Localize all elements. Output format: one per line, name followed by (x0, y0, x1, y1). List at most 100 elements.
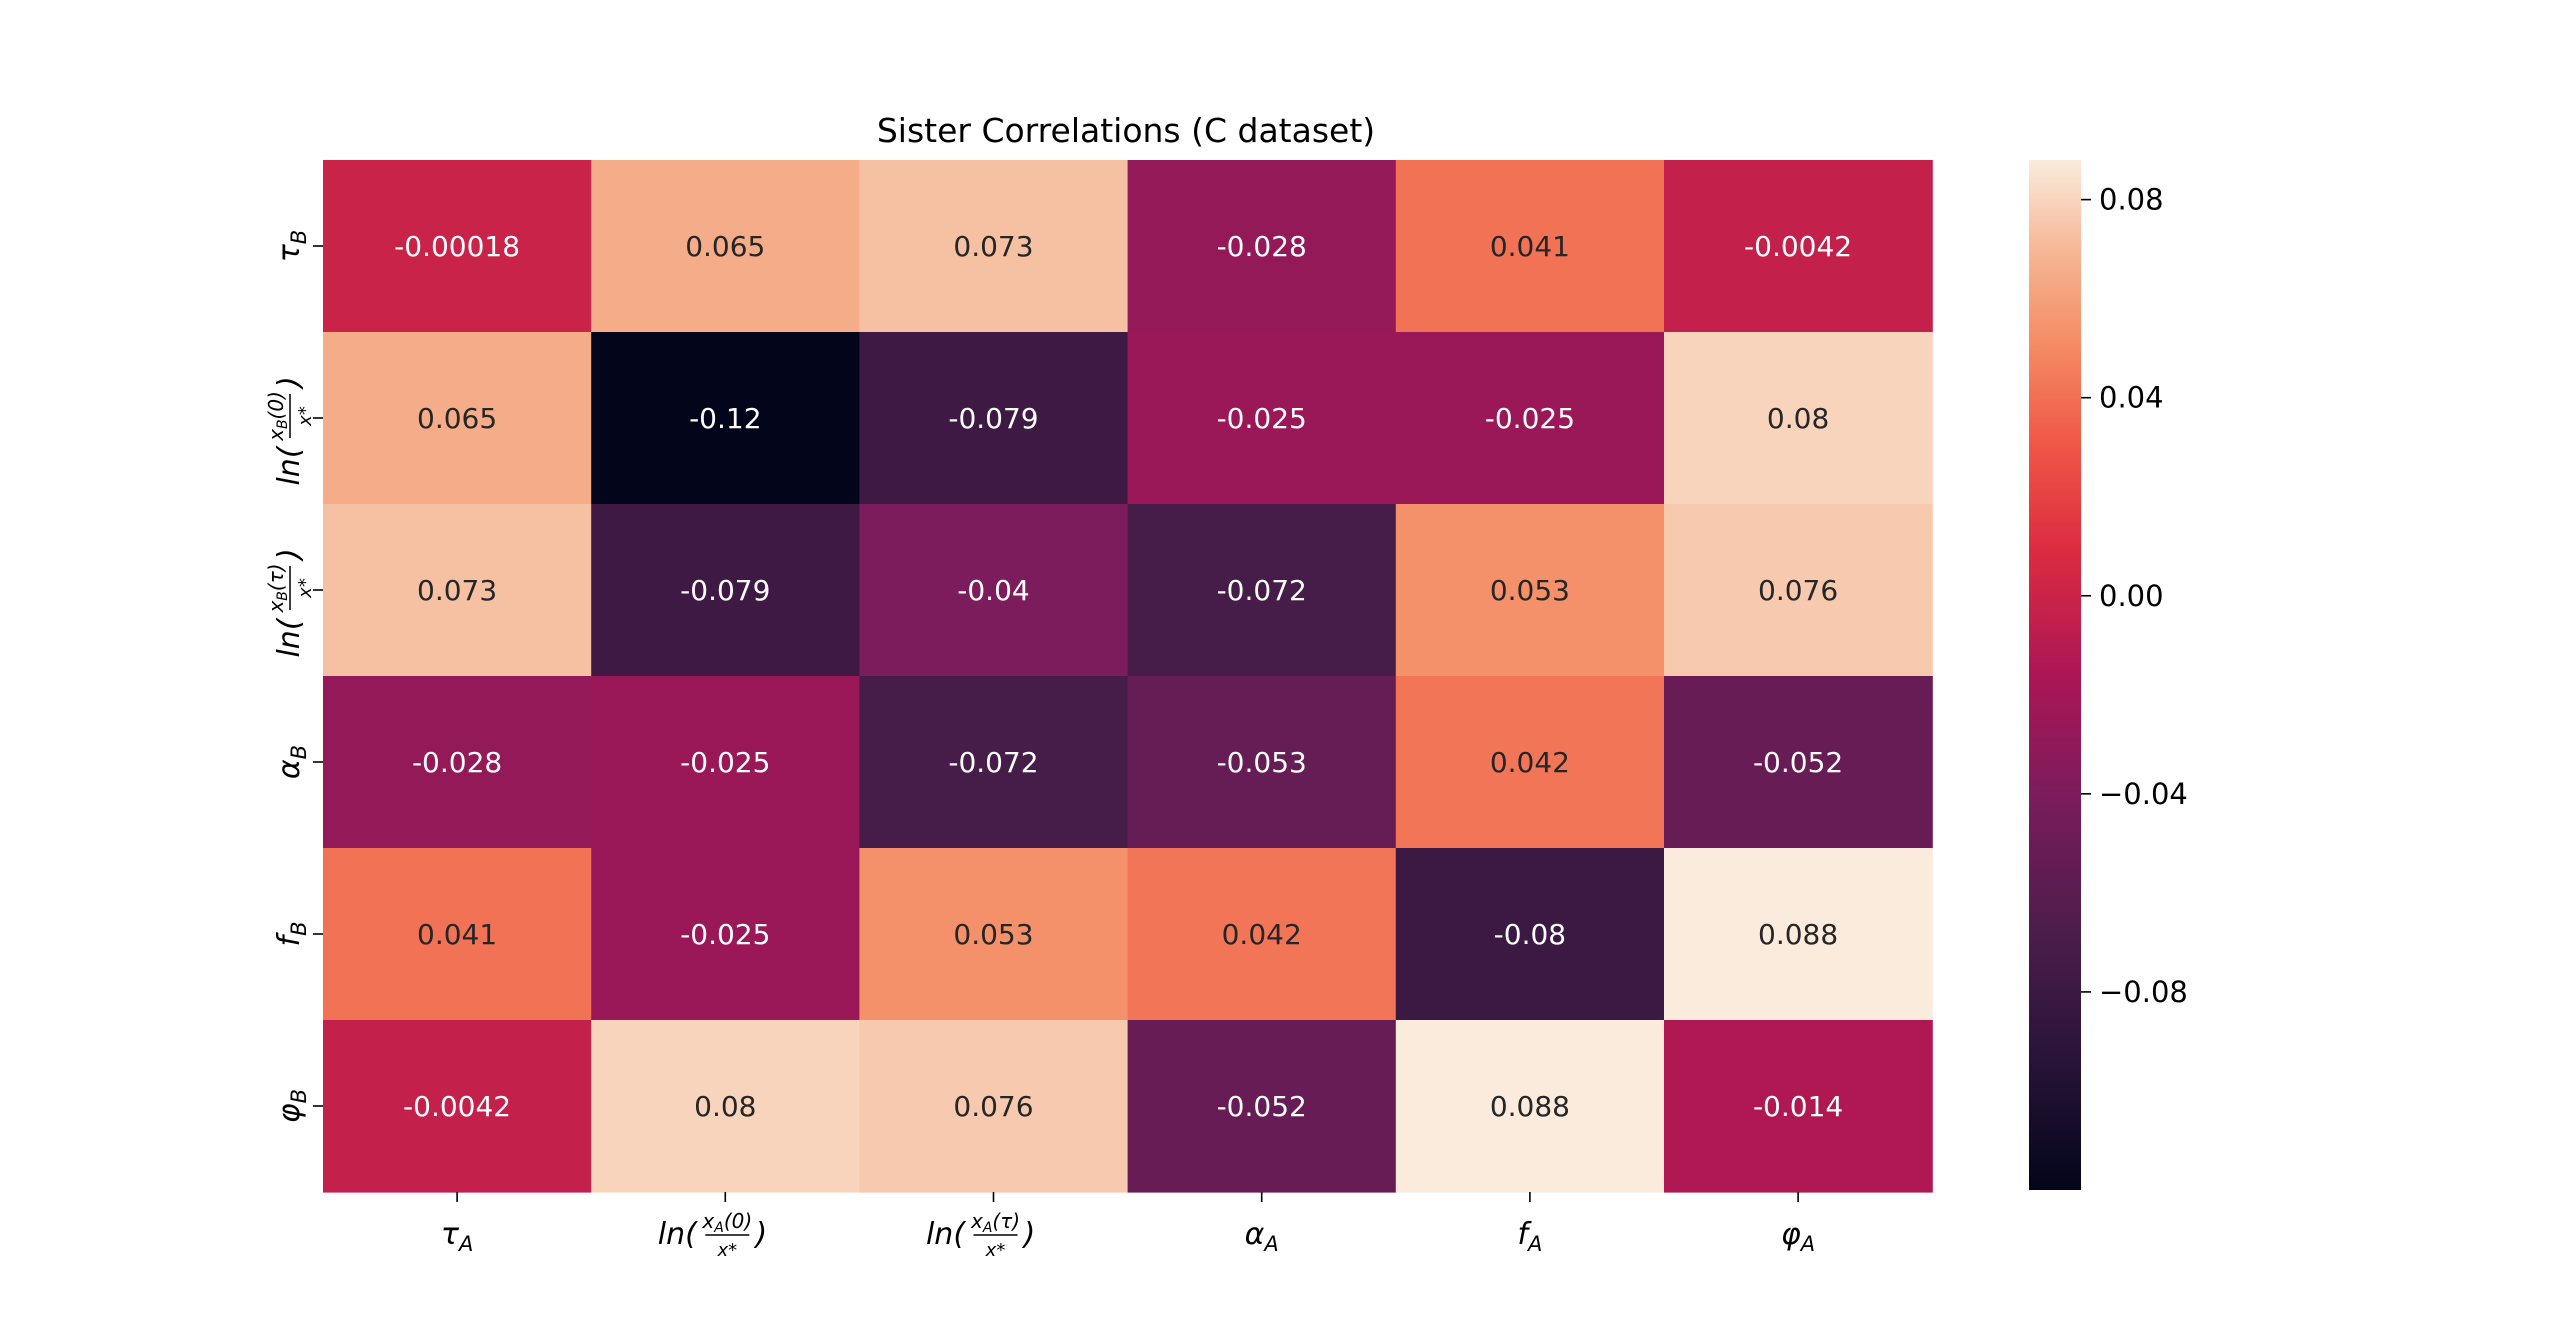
heatmap-cell (859, 504, 1129, 677)
svg-text:xA(τ): xA(τ) (970, 1209, 1020, 1236)
svg-text:x*: x* (985, 1240, 1006, 1261)
heatmap-cell (323, 160, 592, 333)
heatmap-cell (859, 1020, 1129, 1193)
cell-value-label: 0.076 (1758, 574, 1838, 607)
svg-text:ln(: ln( (272, 445, 307, 485)
y-tick-label: αB (272, 745, 311, 779)
svg-text:x*: x* (295, 406, 316, 427)
heatmap-cell (1395, 1020, 1665, 1193)
heatmap-cell (1127, 504, 1397, 677)
svg-text:): ) (272, 548, 307, 562)
cell-value-label: -0.052 (1753, 746, 1843, 779)
heatmap-cell (1127, 160, 1397, 333)
svg-text:φA: φA (1781, 1217, 1815, 1256)
svg-text:ln(: ln( (272, 617, 307, 657)
cell-value-label: -0.053 (1217, 746, 1307, 779)
cell-value-label: 0.08 (694, 1090, 756, 1123)
svg-text:xB(τ): xB(τ) (264, 563, 291, 613)
svg-text:αA: αA (1245, 1217, 1279, 1256)
heatmap-cell (591, 676, 860, 849)
cell-value-label: 0.088 (1758, 918, 1838, 951)
x-axis-ticks: τA ln(xA(0)x*) ln(xA(τ)x*) αA fA φA (441, 1192, 1815, 1261)
cell-value-label: -0.079 (680, 574, 770, 607)
cell-value-label: -0.12 (689, 402, 761, 435)
svg-text:φB: φB (272, 1089, 311, 1123)
y-tick-label: ln(xB(0) x*) (264, 376, 316, 485)
x-tick-label: φA (1781, 1217, 1815, 1256)
cell-value-label: 0.076 (953, 1090, 1033, 1123)
svg-text:x*: x* (716, 1240, 737, 1261)
svg-text:τB: τB (272, 230, 311, 262)
heatmap-cell (591, 848, 860, 1021)
svg-text:ln(: ln( (926, 1217, 966, 1252)
colorbar-tick-label: 0.00 (2099, 579, 2164, 613)
y-tick-label: ln( xB(τ) x*) (264, 548, 316, 657)
cell-value-label: 0.065 (685, 230, 765, 263)
cell-value-label: 0.041 (417, 918, 497, 951)
heatmap-cell (323, 332, 592, 505)
heatmap-cell (323, 1020, 592, 1193)
heatmap-cell (323, 848, 592, 1021)
heatmap-cell (1664, 848, 1933, 1021)
heatmap-cell (1664, 504, 1933, 677)
cell-value-label: -0.014 (1753, 1090, 1843, 1123)
cell-value-label: -0.025 (1485, 402, 1575, 435)
svg-text:): ) (753, 1217, 767, 1252)
heatmap-cell (1127, 1020, 1397, 1193)
svg-text:ln(: ln( (658, 1217, 698, 1252)
svg-text:xB(0): xB(0) (264, 391, 291, 442)
cell-value-label: -0.0042 (1744, 230, 1852, 263)
heatmap-cell (591, 1020, 860, 1193)
svg-text:xA(0): xA(0) (701, 1209, 752, 1236)
y-tick-label: fB (272, 922, 311, 947)
cell-value-label: -0.028 (1217, 230, 1307, 263)
heatmap-cell (1664, 332, 1933, 505)
cell-value-label: 0.08 (1767, 402, 1829, 435)
cell-value-label: -0.028 (412, 746, 502, 779)
x-tick-label: ln(xA(τ) x*) (926, 1209, 1035, 1261)
heatmap-cell (859, 160, 1129, 333)
heatmap-cell (323, 676, 592, 849)
heatmap-cell (591, 332, 860, 505)
cell-value-label: 0.041 (1490, 230, 1570, 263)
cell-value-label: -0.04 (957, 574, 1029, 607)
heatmap-cell (859, 676, 1129, 849)
heatmap-cell (859, 332, 1129, 505)
heatmap-cell (1127, 848, 1397, 1021)
x-tick-label: ln(xA(0) x*) (658, 1209, 767, 1261)
y-tick-label: τB (272, 230, 311, 262)
colorbar-tick-label: −0.08 (2099, 975, 2188, 1009)
heatmap-cell (1395, 332, 1665, 505)
colorbar-gradient (2029, 160, 2081, 1190)
svg-text:τA: τA (441, 1217, 473, 1256)
heatmap-cell (1127, 332, 1397, 505)
heatmap-cell (1664, 676, 1933, 849)
svg-text:fA: fA (1517, 1217, 1542, 1256)
heatmap-cell (859, 848, 1129, 1021)
y-tick-label: φB (272, 1089, 311, 1123)
heatmap-cell (591, 160, 860, 333)
heatmap-cell (1395, 160, 1665, 333)
cell-value-label: 0.042 (1490, 746, 1570, 779)
heatmap-cells: -0.00018 0.065 0.073 -0.028 0.041 -0.0042 0.06… (323, 160, 1933, 1193)
cell-value-label: 0.073 (953, 230, 1033, 263)
heatmap-cell (1664, 1020, 1933, 1193)
heatmap-cell (591, 504, 860, 677)
cell-value-label: 0.042 (1222, 918, 1302, 951)
cell-value-label: -0.025 (1217, 402, 1307, 435)
svg-text:fB: fB (272, 922, 311, 947)
cell-value-label: 0.053 (953, 918, 1033, 951)
colorbar: 0.08 0.04 0.00 −0.04 −0.08 (2029, 160, 2188, 1190)
x-tick-label: τA (441, 1217, 473, 1256)
cell-value-label: 0.088 (1490, 1090, 1570, 1123)
svg-text:x*: x* (295, 578, 316, 599)
colorbar-tick-label: −0.04 (2099, 777, 2188, 811)
x-tick-label: fA (1517, 1217, 1542, 1256)
cell-value-label: -0.0042 (403, 1090, 511, 1123)
heatmap-cell (1395, 848, 1665, 1021)
colorbar-ticks: 0.08 0.04 0.00 −0.04 −0.08 (2081, 183, 2188, 1009)
cell-value-label: -0.072 (948, 746, 1038, 779)
x-tick-label: αA (1245, 1217, 1279, 1256)
